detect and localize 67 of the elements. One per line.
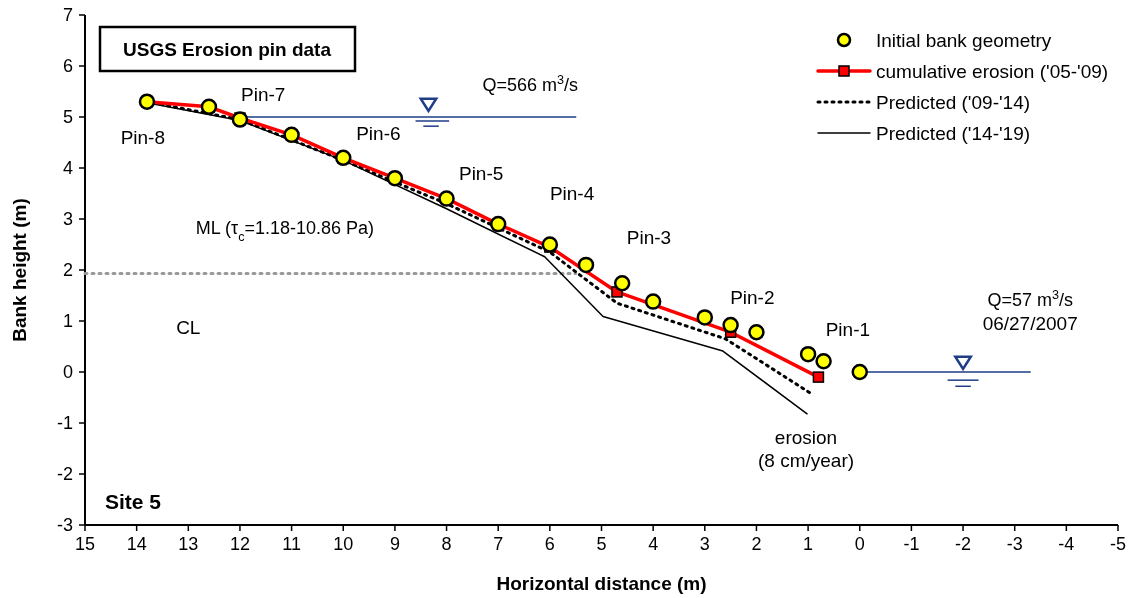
annotation: Pin-8: [120, 127, 166, 149]
y-tick-label: 1: [62, 311, 73, 332]
x-tick-label: -4: [1058, 534, 1075, 554]
point: [722, 316, 739, 334]
x-tick-label: 1: [803, 534, 814, 554]
legend-label: Predicted ('09-'14): [876, 91, 1031, 113]
annotation: Pin-5: [458, 162, 504, 184]
annotation: Pin-4: [549, 183, 595, 205]
y-tick-label: 2: [62, 260, 73, 281]
x-tick-label: -1: [903, 534, 920, 554]
annotation: Pin-6: [356, 122, 401, 144]
x-tick-label: 14: [126, 534, 147, 554]
x-tick-label: 8: [441, 534, 452, 554]
x-tick-label: 6: [544, 534, 555, 554]
annotation: CL: [176, 316, 201, 338]
y-axis-title: Bank height (m): [9, 198, 30, 342]
x-tick-label: -2: [955, 534, 972, 554]
point: [541, 236, 559, 253]
point: [812, 371, 825, 383]
point: [851, 363, 868, 381]
annotation: Site 5: [105, 490, 162, 513]
x-tick-label: 2: [751, 534, 762, 554]
x-tick-label: 11: [282, 534, 301, 554]
y-tick-label: 4: [62, 158, 73, 179]
y-tick-label: 5: [62, 107, 73, 128]
y-tick-label: -1: [56, 413, 73, 434]
annotation: Pin-1: [825, 318, 871, 340]
point: [799, 345, 817, 363]
x-tick-label: 10: [333, 534, 354, 554]
point: [696, 309, 714, 326]
y-tick-label: 3: [62, 209, 73, 230]
annotation: 06/27/2007: [982, 313, 1078, 335]
x-tick-label: 4: [648, 534, 659, 554]
point: [644, 293, 662, 310]
legend-label: cumulative erosion ('05-'09): [876, 60, 1109, 82]
x-axis-title: Horizontal distance (m): [496, 573, 707, 594]
annotation: Pin-3: [626, 226, 672, 248]
x-tick-label: 0: [854, 534, 865, 554]
point: [815, 353, 832, 370]
annotation: Q=566 m$^{3}$/s: [482, 73, 579, 96]
annotation: Pin-7: [241, 84, 286, 106]
point: [613, 275, 631, 292]
x-tick-label: 5: [596, 534, 607, 554]
x-tick-label: 9: [389, 534, 400, 554]
legend-label: Predicted ('14-'19): [876, 122, 1031, 144]
y-tick-label: 6: [62, 56, 73, 77]
annotation: Q=57 m$^{3}$/s: [987, 287, 1073, 310]
x-tick-label: -3: [1006, 534, 1023, 554]
point: [748, 323, 765, 341]
point: [577, 256, 595, 274]
y-tick-label: 7: [62, 5, 73, 26]
annotation: erosion: [774, 427, 838, 449]
x-tick-label: 3: [699, 534, 710, 554]
y-tick-label: 0: [62, 362, 73, 383]
y-tick-label: -2: [56, 464, 73, 485]
x-tick-label: 15: [74, 534, 96, 554]
annotation: Pin-2: [730, 287, 775, 309]
x-tick-label: -5: [1109, 534, 1127, 554]
x-tick-label: 13: [178, 534, 199, 554]
annotation: (8 cm/year): [757, 449, 855, 471]
legend-label: Initial bank geometry: [876, 29, 1052, 51]
text: USGS Erosion pin data: [123, 38, 332, 60]
x-tick-label: 12: [229, 534, 250, 554]
x-tick-label: 7: [493, 534, 504, 554]
point: [231, 111, 249, 128]
y-tick-label: -3: [56, 515, 73, 536]
annotation: ML (τ$_{c}$=1.18-10.86 Pa): [195, 217, 375, 244]
